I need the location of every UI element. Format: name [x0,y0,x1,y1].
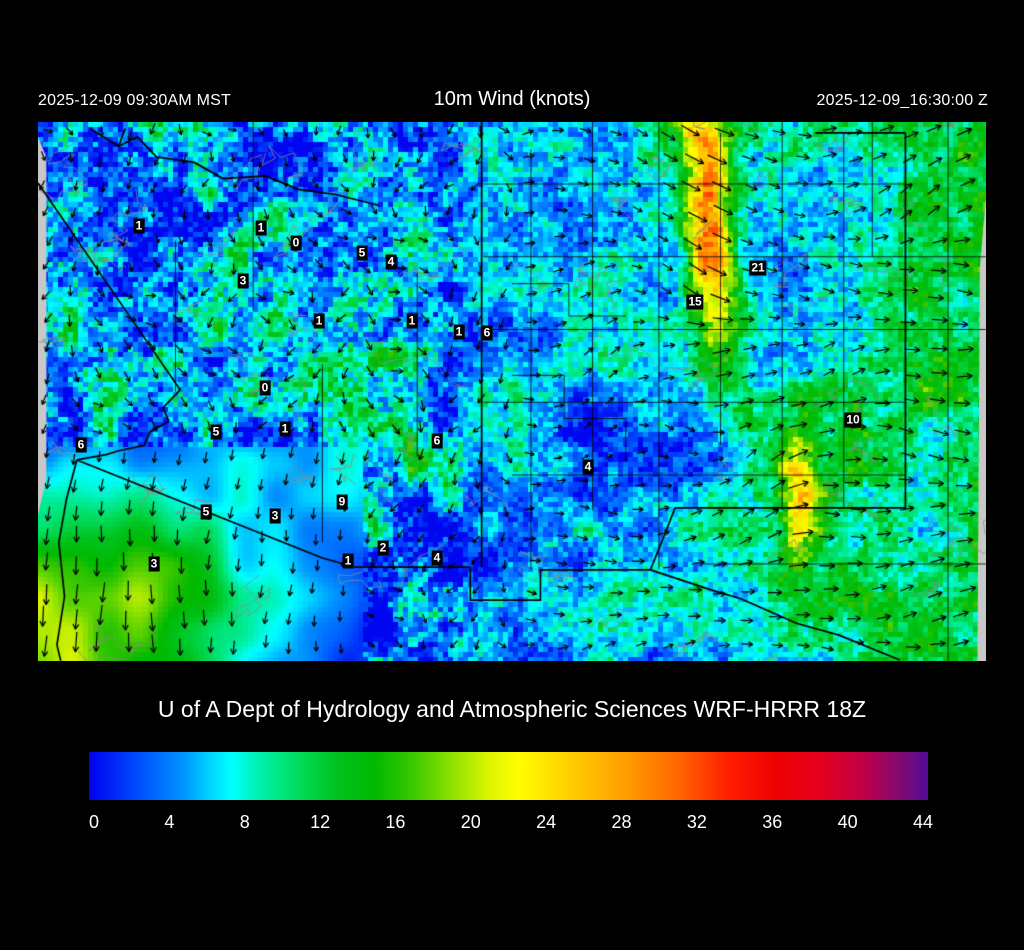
station-value-label: 1 [255,220,267,236]
colorbar-tick-label: 40 [837,812,858,832]
colorbar-gradient [89,752,928,800]
station-value-label: 1 [406,313,418,329]
station-value-label: 3 [148,556,160,572]
station-value-label: 6 [481,325,493,341]
station-value-label: 9 [336,494,348,510]
page-title: 10m Wind (knots) [433,88,591,110]
model-caption: U of A Dept of Hydrology and Atmospheric… [157,696,867,722]
colorbar-tick-label: 32 [686,812,707,832]
station-value-label: 3 [269,508,281,524]
colorbar-tick-label: 20 [460,812,481,832]
station-value-label: 3 [237,273,249,289]
utc-timestamp: 2025-12-09_16:30:00 Z [816,92,988,109]
colorbar-tick-label: 12 [310,812,331,832]
local-timestamp: 2025-12-09 09:30AM MST [38,92,231,109]
station-value-label: 4 [385,254,397,270]
station-value-label: 1 [133,218,145,234]
station-value-label: 21 [749,260,767,276]
station-value-label: 15 [686,294,704,310]
colorbar-tick-label: 4 [164,812,175,832]
station-value-label: 1 [313,313,325,329]
wind-field-canvas [38,122,986,661]
colorbar-tick-label: 28 [611,812,632,832]
station-value-label: 5 [200,504,212,520]
station-value-label: 4 [431,550,443,566]
station-value-label: 2 [377,540,389,556]
station-value-label: 1 [342,553,354,569]
station-value-label: 0 [290,235,302,251]
station-value-label: 6 [431,433,443,449]
station-value-label: 5 [210,424,222,440]
station-value-label: 0 [259,380,271,396]
colorbar-ticks: 0 4 8 12 16 20 24 28 32 36 40 44 [88,812,933,838]
station-value-label: 10 [844,412,862,428]
colorbar-tick-label: 44 [912,812,933,832]
wind-map: 1 1 0 5 4 3 21 15 1 1 1 6 0 5 1 6 6 4 10 9 5 3 2 1 4 3 [38,122,986,661]
station-value-label: 6 [75,437,87,453]
colorbar-tick-label: 24 [536,812,557,832]
colorbar-tick-label: 8 [239,812,250,832]
colorbar-tick-label: 36 [762,812,783,832]
station-value-label: 5 [356,245,368,261]
colorbar-tick-label: 16 [385,812,406,832]
colorbar-tick-label: 0 [88,812,100,832]
station-value-label: 1 [279,421,291,437]
station-value-label: 1 [453,324,465,340]
station-value-label: 4 [582,459,594,475]
